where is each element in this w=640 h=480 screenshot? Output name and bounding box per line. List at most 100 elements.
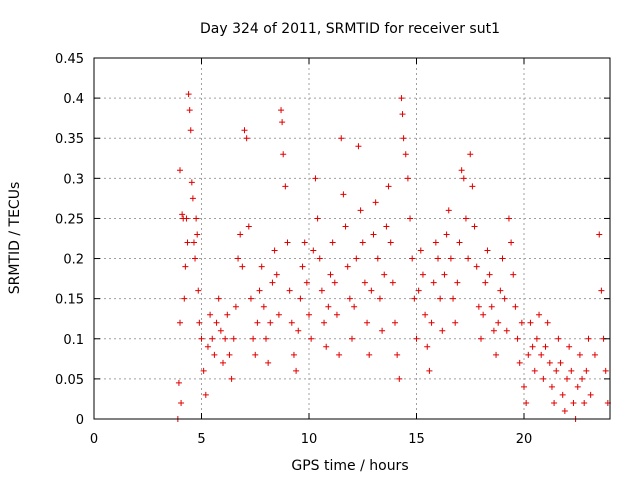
data-point (288, 319, 295, 326)
y-axis-title: SRMTID / TECUs (7, 182, 23, 295)
data-point (286, 287, 293, 294)
y-tick-label: 0.05 (55, 373, 84, 388)
data-point (469, 183, 476, 190)
data-point (536, 311, 543, 318)
data-point (424, 343, 431, 350)
data-point (381, 271, 388, 278)
x-tick-label: 15 (408, 432, 425, 447)
data-point (385, 183, 392, 190)
data-point (396, 375, 403, 382)
data-point (278, 107, 285, 114)
data-point (252, 351, 259, 358)
data-point (478, 335, 484, 342)
data-point (404, 175, 411, 182)
plot-frame (93, 57, 611, 420)
data-point (508, 239, 515, 246)
data-point (488, 303, 495, 310)
data-point (301, 239, 308, 246)
data-point (250, 335, 257, 342)
data-point (383, 223, 390, 230)
data-point (454, 279, 461, 286)
data-point (514, 335, 521, 342)
data-point (295, 327, 302, 334)
y-tick-label: 0.4 (63, 92, 84, 107)
data-point (447, 255, 454, 262)
data-point (525, 351, 532, 358)
data-point (230, 335, 237, 342)
data-point (443, 231, 450, 238)
data-point (402, 151, 409, 158)
data-point (484, 247, 491, 254)
data-point (471, 223, 478, 230)
data-point (392, 319, 398, 326)
data-point (183, 215, 190, 222)
y-tick-label: 0.35 (55, 132, 84, 147)
data-point (308, 335, 315, 342)
y-tick-label: 0 (76, 413, 84, 428)
data-point (596, 231, 603, 238)
data-point (220, 359, 226, 366)
chart-title: Day 324 of 2011, SRMTID for receiver sut… (200, 21, 500, 37)
data-point (265, 359, 272, 366)
data-point (310, 247, 317, 254)
data-point (372, 199, 379, 206)
data-point (207, 311, 214, 318)
data-point (501, 295, 508, 302)
data-point (389, 279, 396, 286)
data-point (587, 391, 594, 398)
data-point (351, 303, 358, 310)
data-point (475, 303, 482, 310)
data-point (435, 255, 441, 262)
data-point (583, 367, 590, 374)
data-point (462, 215, 469, 222)
data-point (400, 135, 407, 142)
data-point (282, 183, 289, 190)
data-point (555, 335, 562, 342)
data-point (557, 359, 564, 366)
data-point (344, 263, 351, 270)
x-tick-label: 5 (197, 432, 205, 447)
y-tick-label: 0.45 (55, 52, 84, 67)
data-point (333, 311, 340, 318)
data-point (175, 379, 182, 386)
data-point (312, 175, 319, 182)
data-point (510, 271, 517, 278)
data-point (222, 335, 229, 342)
data-point (306, 311, 312, 318)
data-point (540, 375, 547, 382)
data-point (503, 327, 510, 334)
data-point (200, 367, 207, 374)
data-point (439, 327, 446, 334)
data-point (458, 167, 465, 174)
data-point (316, 255, 323, 262)
data-point (598, 287, 605, 294)
data-point (523, 399, 530, 406)
data-point (505, 215, 512, 222)
data-point (194, 231, 201, 238)
data-point (192, 255, 199, 262)
data-point (318, 287, 325, 294)
data-point (570, 399, 577, 406)
data-point (271, 247, 278, 254)
data-point (275, 311, 282, 318)
data-point (529, 343, 536, 350)
data-point (370, 231, 377, 238)
data-point (452, 319, 459, 326)
data-point (353, 255, 360, 262)
data-point (239, 263, 246, 270)
data-point (178, 399, 185, 406)
data-point (480, 311, 487, 318)
data-point (254, 319, 261, 326)
data-point (237, 231, 244, 238)
y-tick-label: 0.2 (63, 253, 84, 268)
data-point (196, 319, 203, 326)
x-axis-title: GPS time / hours (291, 458, 408, 474)
data-point (437, 295, 444, 302)
data-point (349, 335, 355, 342)
data-point (297, 295, 304, 302)
data-point (376, 295, 383, 302)
data-point (576, 351, 583, 358)
data-point (564, 375, 570, 382)
data-point (269, 279, 276, 286)
y-tick-label: 0.15 (55, 293, 84, 308)
